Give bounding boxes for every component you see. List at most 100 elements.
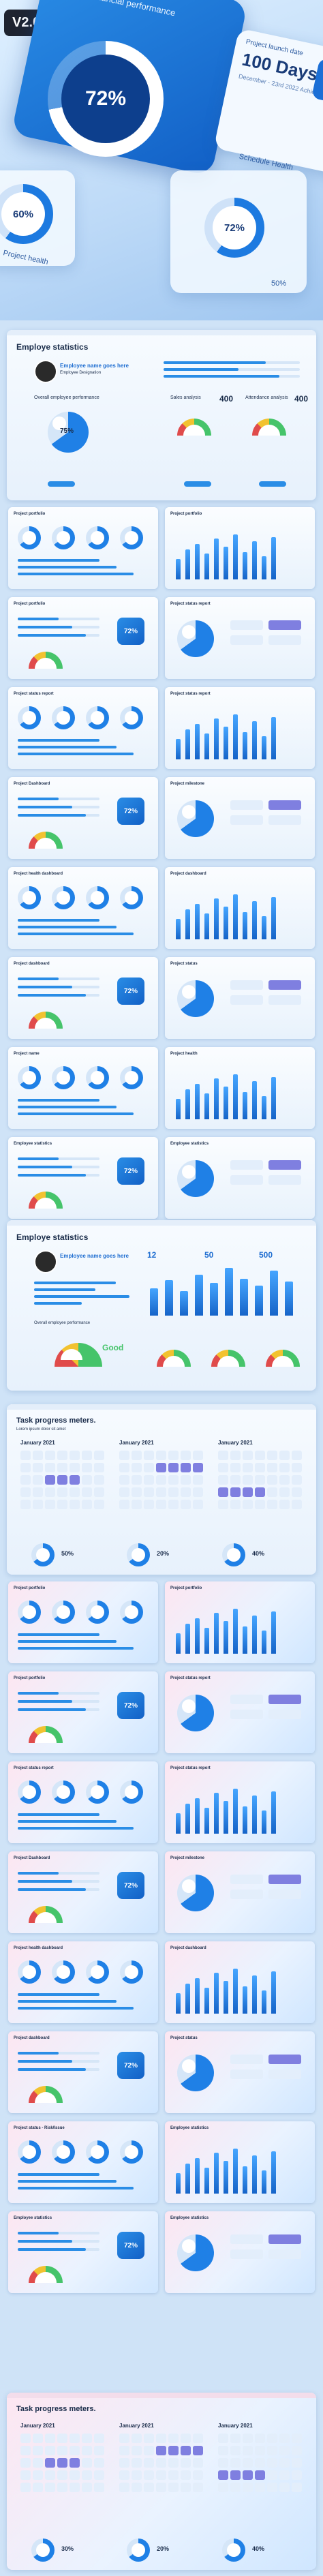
calendar-day[interactable] xyxy=(70,1451,80,1460)
calendar-day[interactable] xyxy=(181,2483,191,2492)
calendar-day[interactable] xyxy=(70,1500,80,1509)
calendar-day[interactable] xyxy=(230,1463,241,1472)
calendar-day[interactable] xyxy=(230,1475,241,1485)
calendar-day[interactable] xyxy=(156,1487,166,1497)
calendar-day[interactable] xyxy=(181,2434,191,2443)
calendar-day[interactable] xyxy=(243,2483,253,2492)
calendar-day[interactable] xyxy=(243,2446,253,2455)
calendar-day[interactable] xyxy=(156,2470,166,2480)
slide-thumbnail[interactable]: Project portfolio 72% xyxy=(8,597,158,679)
calendar-day[interactable] xyxy=(144,2446,154,2455)
slide-thumbnail[interactable]: Employee statistics xyxy=(165,1137,315,1219)
calendar-day[interactable] xyxy=(279,2483,290,2492)
slide-thumbnail[interactable]: Project Dashboard 72% xyxy=(8,777,158,859)
calendar-day[interactable] xyxy=(94,2446,104,2455)
calendar-day[interactable] xyxy=(144,1451,154,1460)
calendar-day[interactable] xyxy=(94,2434,104,2443)
calendar-day[interactable] xyxy=(33,2470,43,2480)
calendar-day[interactable] xyxy=(279,1463,290,1472)
calendar-day[interactable] xyxy=(193,2434,203,2443)
calendar-day[interactable] xyxy=(230,2483,241,2492)
calendar-day[interactable] xyxy=(230,1451,241,1460)
calendar-day[interactable] xyxy=(45,1475,55,1485)
calendar-day[interactable] xyxy=(255,2470,265,2480)
calendar-day[interactable] xyxy=(45,1451,55,1460)
calendar-day[interactable] xyxy=(20,1463,31,1472)
calendar-day[interactable] xyxy=(267,2458,277,2468)
slide-thumbnail[interactable]: Project Dashboard 72% xyxy=(8,1851,158,1933)
calendar-day[interactable] xyxy=(181,1463,191,1472)
slide-thumbnail[interactable]: Project status xyxy=(165,957,315,1039)
calendar-day[interactable] xyxy=(279,1487,290,1497)
calendar-day[interactable] xyxy=(168,2470,179,2480)
calendar-day[interactable] xyxy=(255,1500,265,1509)
calendar-day[interactable] xyxy=(267,1487,277,1497)
slide-thumbnail[interactable]: Project dashboard 72% xyxy=(8,957,158,1039)
calendar-day[interactable] xyxy=(94,1487,104,1497)
calendar-day[interactable] xyxy=(119,2446,129,2455)
calendar-day[interactable] xyxy=(82,1463,92,1472)
slide-thumbnail[interactable]: Employee statistics 72% xyxy=(8,1137,158,1219)
slide-thumbnail[interactable]: Project health xyxy=(165,1047,315,1129)
slide-thumbnail[interactable]: Project status report xyxy=(165,597,315,679)
calendar-day[interactable] xyxy=(57,2470,67,2480)
calendar-day[interactable] xyxy=(20,1500,31,1509)
slide-thumbnail[interactable]: Project portfolio xyxy=(8,507,158,589)
calendar-day[interactable] xyxy=(82,1451,92,1460)
calendar-day[interactable] xyxy=(144,2434,154,2443)
calendar-day[interactable] xyxy=(218,2434,228,2443)
calendar-day[interactable] xyxy=(132,1475,142,1485)
calendar-day[interactable] xyxy=(119,1500,129,1509)
slide-thumbnail[interactable]: Project milestone xyxy=(165,777,315,859)
slide-thumbnail[interactable]: Project dashboard xyxy=(165,867,315,949)
calendar-day[interactable] xyxy=(267,1451,277,1460)
calendar-day[interactable] xyxy=(193,1463,203,1472)
calendar-day[interactable] xyxy=(181,1475,191,1485)
calendar-day[interactable] xyxy=(218,1463,228,1472)
slide-thumbnail[interactable]: Project status report xyxy=(8,687,158,769)
calendar-day[interactable] xyxy=(230,2470,241,2480)
calendar-day[interactable] xyxy=(193,2458,203,2468)
slide-thumbnail[interactable]: Project health dashboard xyxy=(8,867,158,949)
slide-thumbnail[interactable]: Project dashboard 72% xyxy=(8,2031,158,2113)
calendar-day[interactable] xyxy=(20,2483,31,2492)
calendar-day[interactable] xyxy=(156,1500,166,1509)
slide-thumbnail[interactable]: Project dashboard xyxy=(165,1941,315,2023)
calendar-day[interactable] xyxy=(45,1463,55,1472)
calendar-day[interactable] xyxy=(255,1463,265,1472)
calendar-day[interactable] xyxy=(279,1500,290,1509)
calendar-day[interactable] xyxy=(82,1500,92,1509)
calendar-day[interactable] xyxy=(144,1475,154,1485)
calendar-day[interactable] xyxy=(82,1475,92,1485)
calendar-day[interactable] xyxy=(193,2483,203,2492)
calendar-day[interactable] xyxy=(230,2446,241,2455)
calendar-day[interactable] xyxy=(94,1463,104,1472)
calendar-day[interactable] xyxy=(144,1500,154,1509)
calendar-day[interactable] xyxy=(181,2470,191,2480)
calendar-day[interactable] xyxy=(168,1487,179,1497)
calendar-day[interactable] xyxy=(243,2434,253,2443)
calendar-day[interactable] xyxy=(292,2470,302,2480)
slide-thumbnail[interactable]: Employee statistics xyxy=(165,2211,315,2293)
calendar-day[interactable] xyxy=(45,2470,55,2480)
calendar-day[interactable] xyxy=(292,2434,302,2443)
slide-thumbnail[interactable]: Employee statistics 72% xyxy=(8,2211,158,2293)
calendar-day[interactable] xyxy=(267,2446,277,2455)
slide-thumbnail[interactable]: Project portfolio xyxy=(8,1581,158,1663)
calendar-day[interactable] xyxy=(82,2483,92,2492)
calendar-day[interactable] xyxy=(132,1463,142,1472)
calendar-day[interactable] xyxy=(57,1451,67,1460)
calendar-day[interactable] xyxy=(57,1463,67,1472)
calendar-day[interactable] xyxy=(168,2434,179,2443)
slide-thumbnail[interactable]: Project name xyxy=(8,1047,158,1129)
calendar-day[interactable] xyxy=(279,1475,290,1485)
calendar-day[interactable] xyxy=(20,1487,31,1497)
calendar-day[interactable] xyxy=(255,2434,265,2443)
calendar-day[interactable] xyxy=(94,2458,104,2468)
calendar-day[interactable] xyxy=(119,2483,129,2492)
calendar-day[interactable] xyxy=(243,1487,253,1497)
calendar-day[interactable] xyxy=(292,1463,302,1472)
calendar-day[interactable] xyxy=(156,1475,166,1485)
calendar-day[interactable] xyxy=(57,1500,67,1509)
calendar-day[interactable] xyxy=(267,1475,277,1485)
